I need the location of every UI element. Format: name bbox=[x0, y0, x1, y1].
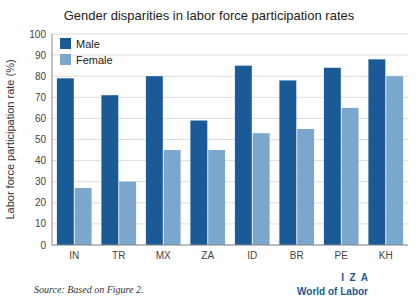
bar bbox=[57, 78, 74, 245]
bar bbox=[386, 76, 403, 245]
x-tick-label: ID bbox=[247, 250, 257, 261]
x-tick-label: KH bbox=[379, 250, 393, 261]
bar bbox=[297, 129, 314, 245]
y-tick-label: 50 bbox=[35, 134, 47, 145]
y-tick-label: 10 bbox=[35, 218, 47, 229]
y-axis-line bbox=[52, 34, 53, 245]
x-tick-label: ZA bbox=[201, 250, 214, 261]
y-tick-label: 100 bbox=[29, 29, 46, 40]
legend-swatch bbox=[60, 38, 71, 49]
x-tick-label: BR bbox=[290, 250, 304, 261]
legend-swatch bbox=[60, 54, 71, 65]
y-axis-label: Labor force participation rate (%) bbox=[4, 59, 16, 219]
x-axis-line bbox=[52, 245, 408, 246]
legend-label: Female bbox=[76, 54, 113, 66]
y-tick-label: 40 bbox=[35, 155, 47, 166]
x-tick-label: PE bbox=[335, 250, 349, 261]
y-tick-label: 60 bbox=[35, 113, 47, 124]
x-tick-label: TR bbox=[112, 250, 125, 261]
x-tick-label: MX bbox=[156, 250, 171, 261]
y-tick-label: 90 bbox=[35, 50, 47, 61]
grid-line bbox=[52, 34, 408, 35]
grid-line bbox=[52, 76, 408, 77]
y-tick-label: 20 bbox=[35, 197, 47, 208]
bar bbox=[342, 108, 359, 245]
x-tick-label: IN bbox=[69, 250, 79, 261]
y-tick-label: 80 bbox=[35, 71, 47, 82]
chart: Gender disparities in labor force partic… bbox=[0, 0, 418, 305]
y-tick-label: 70 bbox=[35, 92, 47, 103]
bar bbox=[368, 59, 385, 245]
bar bbox=[235, 66, 252, 245]
bar bbox=[208, 150, 225, 245]
bar bbox=[101, 95, 118, 245]
bar bbox=[75, 188, 92, 245]
title: Gender disparities in labor force partic… bbox=[64, 8, 355, 23]
bar bbox=[119, 182, 136, 245]
bars bbox=[57, 59, 403, 245]
bar bbox=[279, 80, 296, 245]
bar bbox=[146, 76, 163, 245]
background bbox=[0, 0, 418, 305]
y-tick-label: 30 bbox=[35, 176, 47, 187]
source-note: Source: Based on Figure 2. bbox=[34, 284, 144, 295]
bar bbox=[253, 133, 270, 245]
y-tick-label: 0 bbox=[40, 240, 46, 251]
bar bbox=[190, 121, 207, 245]
brand-mark: I Z A bbox=[341, 272, 368, 283]
legend-label: Male bbox=[76, 38, 100, 50]
grid-line bbox=[52, 245, 408, 246]
brand-name: World of Labor bbox=[297, 286, 368, 297]
bar bbox=[324, 68, 341, 245]
bar bbox=[164, 150, 181, 245]
